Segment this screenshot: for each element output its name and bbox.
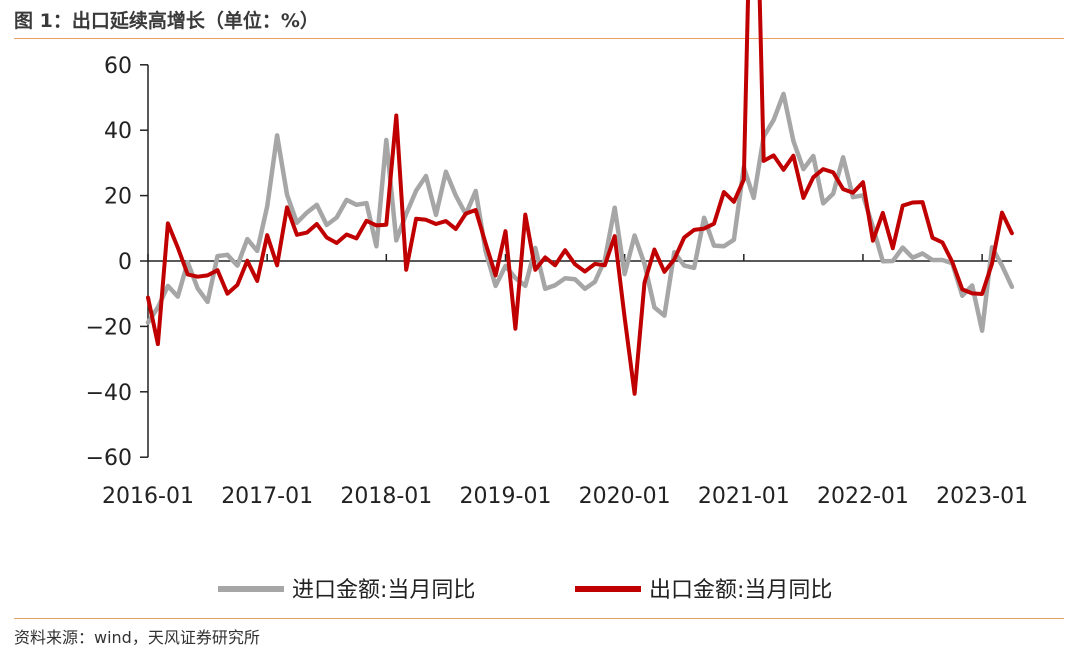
source-note: 资料来源：wind，天风证券研究所 <box>14 628 260 647</box>
x-tick-label: 2022-01 <box>817 484 909 509</box>
y-tick-label: 20 <box>104 185 132 210</box>
legend-label-exports: 出口金额:当月同比 <box>649 578 832 603</box>
y-tick-label: −20 <box>86 315 132 340</box>
source-divider <box>14 618 1064 619</box>
x-tick-label: 2020-01 <box>579 484 671 509</box>
x-tick-label: 2019-01 <box>460 484 552 509</box>
y-tick-label: −40 <box>86 381 132 406</box>
x-tick-label: 2021-01 <box>698 484 790 509</box>
x-tick-label: 2018-01 <box>340 484 432 509</box>
x-tick-label: 2023-01 <box>936 484 1028 509</box>
series-line-exports <box>146 0 1014 396</box>
y-tick-label: 40 <box>104 119 132 144</box>
chart-title: 图 1：出口延续高增长（单位：%） <box>14 10 319 32</box>
series-layer <box>145 0 1015 396</box>
y-tick-label: 0 <box>118 250 132 275</box>
legend-label-imports: 进口金额:当月同比 <box>292 578 475 603</box>
x-tick-label: 2016-01 <box>102 484 194 509</box>
chart-axes: −60 −40 −20 0 20 40 60 2016-01 2017-01 2018-01 201… <box>86 54 1029 509</box>
x-tick-label: 2017-01 <box>221 484 313 509</box>
title-divider <box>14 38 1064 39</box>
y-tick-label: 60 <box>104 54 132 79</box>
y-tick-label: −60 <box>86 446 132 471</box>
chart-legend: 进口金额:当月同比 出口金额:当月同比 <box>218 578 832 603</box>
